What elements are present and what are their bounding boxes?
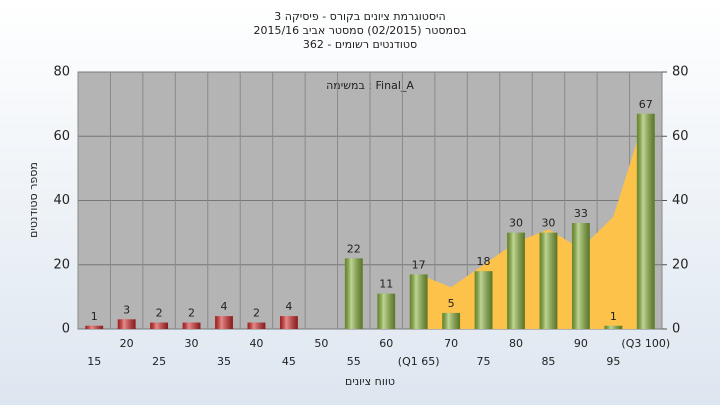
x-tick-label: 70 — [444, 337, 458, 350]
y2-tick-label: 60 — [672, 129, 689, 144]
bar-shading — [507, 232, 525, 329]
value-label: 2 — [156, 307, 163, 320]
x-tick-label: 30 — [185, 337, 199, 350]
bar-shading — [409, 274, 428, 329]
value-label: 1 — [610, 310, 617, 323]
y-tick-label: 0 — [62, 322, 70, 337]
value-label: 18 — [477, 255, 491, 268]
bar-shading — [150, 322, 169, 329]
bar-shading — [85, 325, 104, 329]
value-label: 11 — [379, 278, 393, 291]
value-label: 1 — [91, 310, 98, 323]
x-tick-label: 40 — [249, 337, 263, 350]
value-label: 5 — [448, 297, 455, 310]
x-tick-label: (Q3 100) — [621, 337, 670, 350]
y-tick-label: 40 — [53, 193, 70, 208]
y2-tick-label: 20 — [672, 257, 689, 272]
y-tick-label: 20 — [53, 257, 70, 272]
bar-shading — [182, 322, 201, 329]
value-label: 4 — [221, 300, 228, 313]
bar-shading — [442, 312, 461, 329]
bar-shading — [636, 113, 655, 329]
y-axis-label: מספר סטודנטים — [27, 162, 40, 238]
value-label: 3 — [123, 303, 130, 316]
value-label: 30 — [541, 217, 555, 230]
bar-shading — [377, 293, 396, 329]
x-tick-label: 60 — [379, 337, 393, 350]
x-tick-label: 75 — [477, 355, 491, 368]
y-tick-label: 80 — [53, 65, 70, 80]
value-label: 2 — [188, 307, 195, 320]
value-label: 2 — [253, 307, 260, 320]
chart-subtitle: בסמסטר (02/2015) סמסטר אביב 2015/16 — [253, 24, 466, 37]
y-tick-label: 60 — [53, 129, 70, 144]
bar-shading — [571, 222, 590, 329]
x-tick-label: 80 — [509, 337, 523, 350]
bar-shading — [539, 232, 558, 329]
bar-shading — [247, 322, 266, 329]
x-tick-label: 85 — [541, 355, 555, 368]
x-tick-label: (Q1 65) — [398, 355, 440, 368]
value-label: 33 — [574, 207, 588, 220]
y2-tick-label: 0 — [672, 322, 680, 337]
x-tick-label: 15 — [87, 355, 101, 368]
bar-shading — [117, 319, 136, 329]
x-tick-label: 55 — [347, 355, 361, 368]
value-label: 67 — [639, 98, 653, 111]
value-label: 22 — [347, 242, 361, 255]
value-label: 4 — [285, 300, 292, 313]
bar-shading — [604, 325, 623, 329]
x-tick-label: 25 — [152, 355, 166, 368]
x-tick-label: 50 — [314, 337, 328, 350]
x-axis-label: טווח ציונים — [345, 375, 395, 388]
x-tick-label: 35 — [217, 355, 231, 368]
chart-subtitle: סטודנטים רשומים - 362 — [303, 38, 417, 51]
bar-shading — [474, 271, 493, 329]
x-tick-label: 90 — [574, 337, 588, 350]
x-tick-label: 95 — [606, 355, 620, 368]
y2-tick-label: 80 — [672, 65, 689, 80]
x-tick-label: 45 — [282, 355, 296, 368]
bar-shading — [279, 316, 298, 329]
chart-title: היסטוגרמת ציונים בקורס - פיסיקה 3 — [274, 10, 445, 23]
value-label: 30 — [509, 217, 523, 230]
value-label: 17 — [412, 258, 426, 271]
x-tick-label: 20 — [120, 337, 134, 350]
bar-shading — [344, 258, 363, 329]
y2-tick-label: 40 — [672, 193, 689, 208]
bar-shading — [215, 316, 233, 329]
